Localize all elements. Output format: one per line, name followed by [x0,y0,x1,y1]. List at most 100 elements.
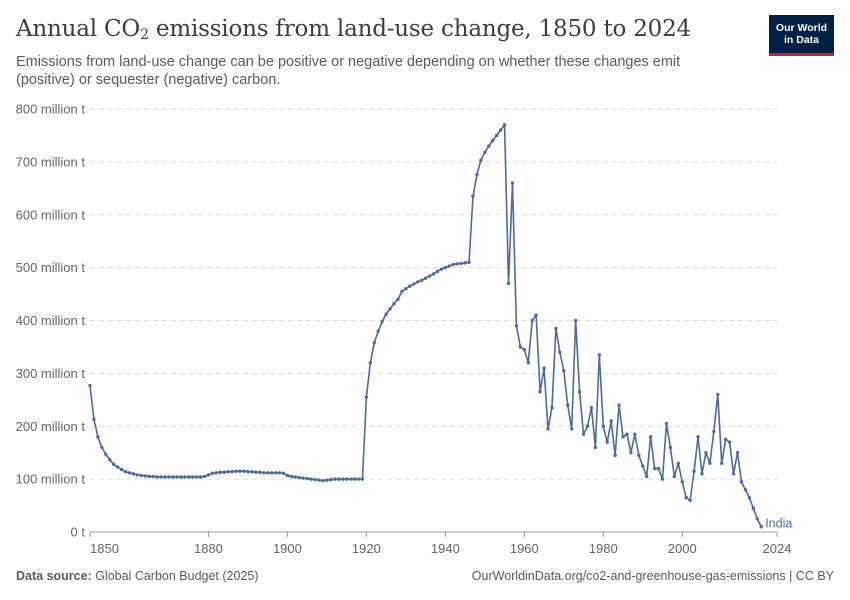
data-point [258,470,262,474]
data-point [479,158,483,162]
data-point [498,128,503,132]
data-point [692,469,696,473]
x-tick-label: 2000 [668,541,697,556]
data-point [281,471,286,476]
data-point [435,269,440,274]
data-point [633,432,637,436]
data-point [660,477,665,481]
data-point [187,475,191,479]
data-point [645,474,649,479]
y-tick-label: 100 million t [16,472,86,487]
data-point [704,450,708,455]
data-point [510,181,515,185]
data-point [183,475,187,479]
data-point [526,361,530,365]
data-point [601,424,605,428]
data-point [384,312,388,316]
data-point [759,525,763,529]
data-point [550,406,554,410]
data-point [222,470,226,474]
data-point [727,440,732,444]
x-tick-label: 1900 [273,541,302,556]
data-point [518,345,523,349]
data-point [388,307,392,311]
y-tick-label: 0 t [71,525,86,540]
series-label-india[interactable]: India [765,517,792,531]
data-point [337,477,341,481]
data-point [451,262,455,267]
data-point [277,471,282,475]
data-point [589,406,594,410]
data-points [88,123,763,529]
data-point [246,470,250,474]
x-tick-label: 1880 [194,541,223,556]
data-point [609,419,613,423]
data-point [605,440,609,444]
data-point [522,347,527,352]
data-point [625,432,629,436]
data-point [92,417,96,422]
data-point [167,475,171,479]
data-point [214,471,219,475]
data-point [696,435,700,439]
data-point [309,477,313,481]
data-point [202,474,207,479]
data-point [194,475,199,479]
data-point [747,495,752,500]
source-url[interactable]: OurWorldinData.org/co2-and-greenhouse-ga… [471,569,834,583]
data-point [340,477,345,481]
data-point [487,144,491,148]
data-point [668,445,673,450]
data-point [226,470,230,474]
data-point [447,264,451,268]
data-point [325,478,329,482]
data-point [641,464,645,468]
data-point [273,471,278,475]
data-point [218,470,222,474]
data-point [376,329,380,333]
y-tick-label: 300 million t [16,366,86,381]
data-point [538,390,542,394]
data-point [305,476,309,481]
data-point [652,466,657,471]
data-point [88,383,92,388]
data-point [108,457,112,462]
data-point [439,267,444,271]
data-point [155,475,159,479]
owid-logo[interactable]: Our World in Data [769,15,834,56]
data-point [494,133,499,138]
y-tick-label: 700 million t [16,154,86,169]
data-point [534,313,538,317]
y-tick-label: 200 million t [16,419,86,434]
data-point [656,466,661,471]
data-point [562,369,566,373]
chart-subtitle: Emissions from land-use change can be po… [16,54,681,88]
data-point [234,469,238,473]
data-point [115,465,120,469]
data-point [688,498,692,502]
data-point [135,473,140,477]
data-point [506,281,511,286]
data-point [723,437,728,442]
data-point [190,475,195,479]
data-point [151,474,155,479]
data-point [179,475,183,479]
y-tick-label: 600 million t [16,207,86,222]
data-point [329,477,333,482]
data-point [629,450,633,455]
y-tick-label: 500 million t [16,260,86,275]
data-point [392,301,396,306]
x-axis-ticks: 1850 1880 1900 1920 1940 1960 1980 2000 2024 [89,532,791,556]
data-point [313,477,317,482]
x-tick-label: 1940 [431,541,460,556]
data-point [254,470,258,474]
data-point [123,470,128,474]
data-point [198,475,203,479]
data-point [569,427,574,431]
series-line-india[interactable] [89,124,762,528]
data-point [573,318,578,323]
data-point [676,461,680,465]
data-point [262,471,266,475]
data-point [210,471,215,476]
data-point [455,262,459,266]
